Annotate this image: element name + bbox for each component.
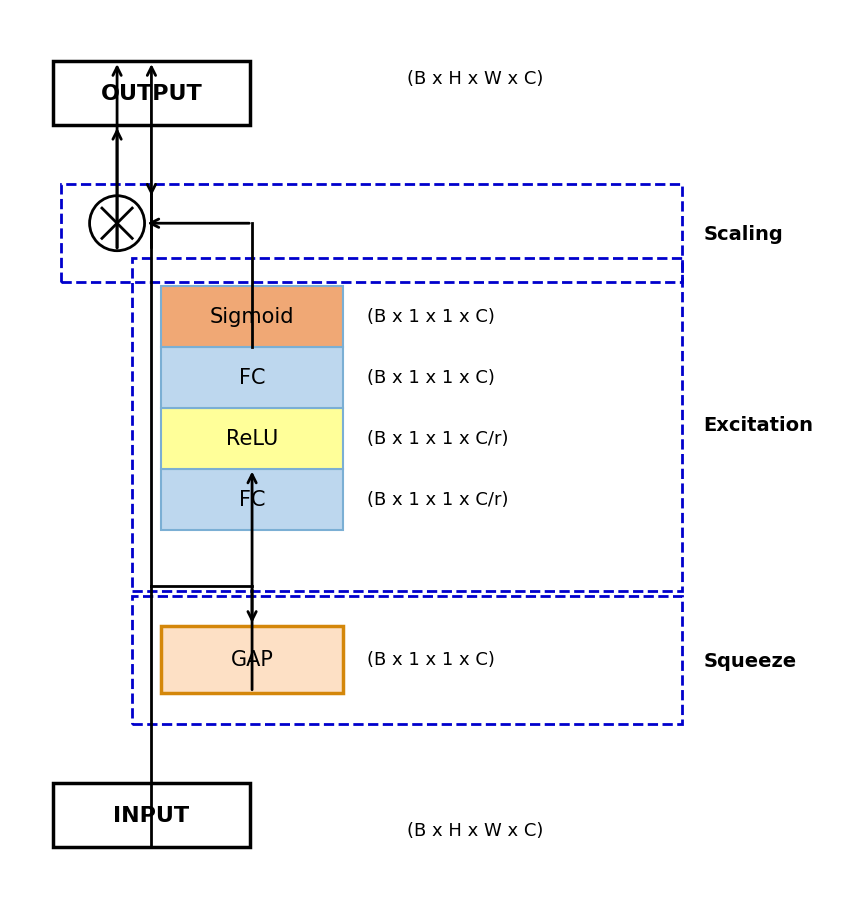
Text: (B x H x W x C): (B x H x W x C) <box>406 69 543 87</box>
Text: Scaling: Scaling <box>703 225 783 244</box>
Bar <box>161 469 343 530</box>
Text: INPUT: INPUT <box>113 805 190 824</box>
Text: (B x 1 x 1 x C): (B x 1 x 1 x C) <box>368 650 496 668</box>
Bar <box>53 783 250 847</box>
Text: FC: FC <box>239 490 266 510</box>
Text: (B x 1 x 1 x C): (B x 1 x 1 x C) <box>368 369 496 387</box>
Text: Squeeze: Squeeze <box>703 651 797 670</box>
Text: (B x 1 x 1 x C): (B x 1 x 1 x C) <box>368 308 496 327</box>
Text: Excitation: Excitation <box>703 416 813 435</box>
Bar <box>161 409 343 469</box>
Text: Sigmoid: Sigmoid <box>210 308 294 327</box>
Text: FC: FC <box>239 368 266 388</box>
Text: (B x 1 x 1 x C/r): (B x 1 x 1 x C/r) <box>368 491 509 509</box>
Text: (B x H x W x C): (B x H x W x C) <box>406 821 543 839</box>
Text: (B x 1 x 1 x C/r): (B x 1 x 1 x C/r) <box>368 429 509 447</box>
Bar <box>161 287 343 347</box>
Text: OUTPUT: OUTPUT <box>100 84 202 104</box>
Bar <box>132 258 682 592</box>
Bar <box>161 347 343 409</box>
Bar <box>53 62 250 126</box>
Bar <box>161 626 343 693</box>
Circle shape <box>89 197 144 252</box>
Text: ReLU: ReLU <box>226 428 278 448</box>
Text: GAP: GAP <box>231 649 273 669</box>
Bar <box>132 596 682 724</box>
Bar <box>61 185 682 283</box>
